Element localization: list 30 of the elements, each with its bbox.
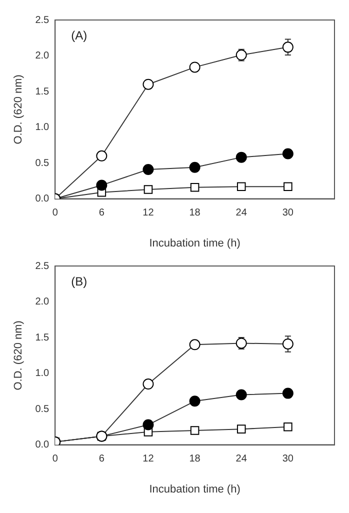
x-tick-label: 30 bbox=[282, 208, 294, 219]
x-tick-label: 24 bbox=[236, 208, 248, 219]
y-tick-label: 0.5 bbox=[35, 404, 50, 415]
x-axis-title: Incubation time (h) bbox=[149, 237, 240, 250]
y-tick-label: 1.0 bbox=[35, 122, 50, 134]
y-tick-label: 2.0 bbox=[35, 50, 50, 62]
y-tick-label: 1.0 bbox=[35, 368, 50, 380]
x-axis-title: Incubation time (h) bbox=[149, 483, 240, 496]
y-tick-label: 2.5 bbox=[35, 14, 50, 26]
x-tick-label: 24 bbox=[236, 454, 248, 465]
y-tick-label: 1.5 bbox=[35, 332, 50, 344]
x-tick-label: 18 bbox=[189, 454, 201, 465]
y-tick-label: 1.5 bbox=[35, 86, 50, 98]
annotation: (A) bbox=[71, 28, 88, 42]
x-tick-label: 12 bbox=[142, 454, 154, 465]
x-tick-label: 30 bbox=[282, 454, 294, 465]
y-tick-label: 0.0 bbox=[35, 194, 50, 205]
y-tick-label: 2.5 bbox=[35, 260, 50, 272]
x-tick-label: 6 bbox=[98, 208, 105, 219]
annotation: (B) bbox=[71, 274, 88, 288]
x-tick-label: 0 bbox=[52, 208, 58, 219]
y-tick-label: 0.0 bbox=[35, 440, 50, 451]
y-axis-title: O.D. (620 nm) bbox=[12, 320, 25, 390]
y-tick-label: 2.0 bbox=[35, 296, 50, 308]
x-tick-label: 18 bbox=[189, 208, 201, 219]
x-tick-label: 6 bbox=[98, 454, 105, 465]
y-axis-title: O.D. (620 nm) bbox=[12, 74, 25, 144]
y-tick-label: 0.5 bbox=[35, 158, 50, 169]
x-tick-label: 0 bbox=[52, 454, 58, 465]
x-tick-label: 12 bbox=[142, 208, 154, 219]
